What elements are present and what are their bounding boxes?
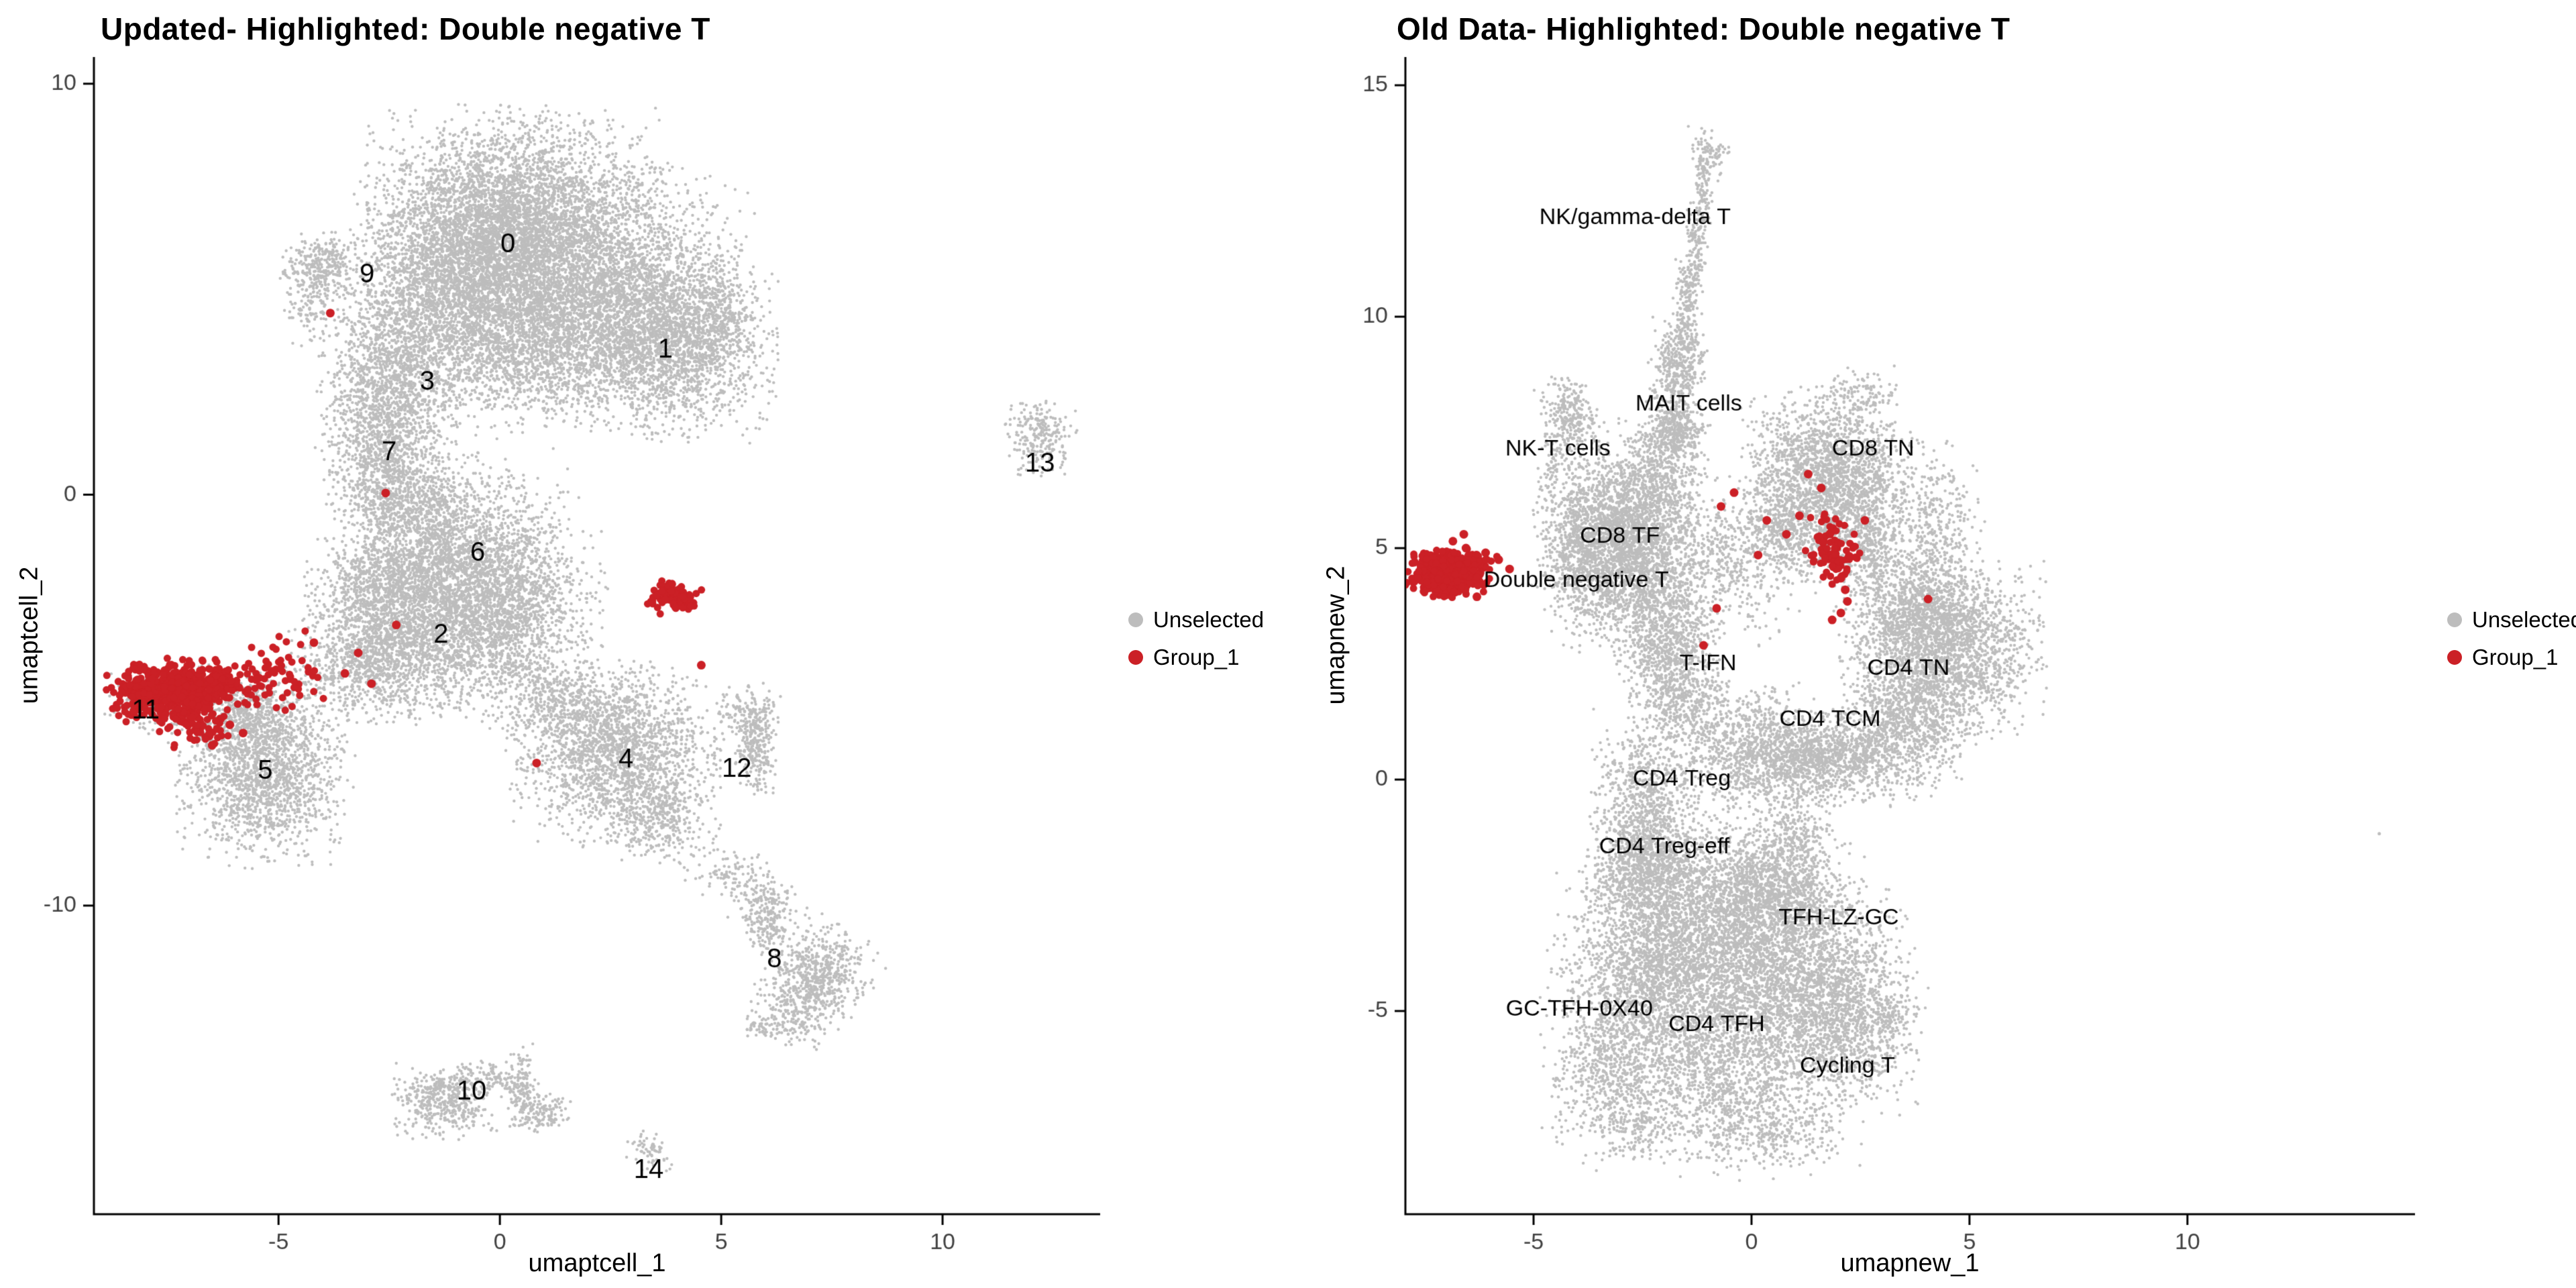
left-panel-legend: Unselected Group_1 xyxy=(1128,607,1264,670)
right-panel-legend: Unselected Group_1 xyxy=(2447,607,2576,670)
legend-item-unselected: Unselected xyxy=(2447,607,2576,633)
legend-item-group1: Group_1 xyxy=(2447,645,2576,670)
legend-label: Unselected xyxy=(2472,607,2576,632)
legend-label: Group_1 xyxy=(2472,645,2559,669)
right-y-axis-label: umapnew_2 xyxy=(1322,566,1350,705)
group1-dot-icon xyxy=(1128,650,1143,665)
group1-dot-icon xyxy=(2447,650,2462,665)
left-y-axis-label: umaptcell_2 xyxy=(15,566,44,704)
unselected-dot-icon xyxy=(2447,612,2462,627)
legend-item-unselected: Unselected xyxy=(1128,607,1264,633)
right-x-axis-label: umapnew_1 xyxy=(1840,1249,1980,1277)
legend-item-group1: Group_1 xyxy=(1128,645,1264,670)
right-panel-title: Old Data- Highlighted: Double negative T xyxy=(1397,11,2010,46)
left-panel-title: Updated- Highlighted: Double negative T xyxy=(101,11,710,46)
unselected-dot-icon xyxy=(1128,612,1143,627)
legend-label: Unselected xyxy=(1153,607,1265,632)
left-x-axis-label: umaptcell_1 xyxy=(528,1249,666,1277)
legend-label: Group_1 xyxy=(1153,645,1240,669)
